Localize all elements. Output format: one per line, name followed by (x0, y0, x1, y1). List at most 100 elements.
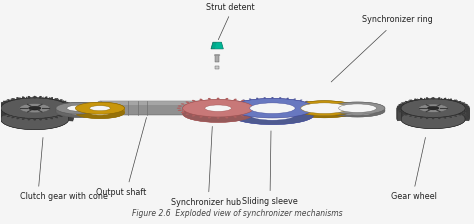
Ellipse shape (232, 102, 236, 104)
Ellipse shape (399, 111, 403, 112)
Polygon shape (75, 102, 125, 118)
Ellipse shape (192, 100, 195, 102)
Ellipse shape (67, 104, 72, 106)
Ellipse shape (182, 99, 254, 117)
Polygon shape (26, 97, 27, 109)
Ellipse shape (7, 115, 11, 117)
Ellipse shape (178, 105, 182, 107)
Ellipse shape (0, 104, 3, 106)
Ellipse shape (428, 106, 439, 110)
Ellipse shape (397, 106, 402, 107)
Ellipse shape (271, 97, 273, 99)
Ellipse shape (414, 116, 418, 118)
Polygon shape (404, 102, 407, 114)
Ellipse shape (448, 99, 452, 101)
Polygon shape (444, 98, 446, 110)
Ellipse shape (177, 108, 181, 109)
Ellipse shape (419, 104, 447, 112)
Ellipse shape (256, 98, 258, 99)
Polygon shape (182, 99, 254, 122)
Polygon shape (462, 104, 466, 115)
Ellipse shape (305, 101, 308, 102)
Ellipse shape (0, 109, 1, 111)
Ellipse shape (19, 103, 50, 113)
Ellipse shape (286, 98, 289, 99)
Ellipse shape (420, 98, 423, 100)
Polygon shape (411, 100, 414, 112)
Ellipse shape (75, 102, 125, 114)
Ellipse shape (17, 97, 20, 99)
Ellipse shape (401, 102, 406, 104)
Polygon shape (0, 110, 1, 121)
Polygon shape (455, 100, 458, 112)
Ellipse shape (397, 109, 402, 110)
Ellipse shape (54, 98, 58, 100)
Polygon shape (330, 102, 385, 117)
Ellipse shape (292, 103, 357, 118)
Ellipse shape (22, 96, 25, 99)
Ellipse shape (414, 99, 418, 101)
Ellipse shape (39, 118, 42, 121)
Polygon shape (215, 55, 219, 62)
Ellipse shape (461, 102, 465, 104)
Polygon shape (398, 106, 402, 117)
Ellipse shape (426, 117, 428, 119)
Polygon shape (69, 109, 73, 120)
Ellipse shape (310, 102, 312, 104)
Ellipse shape (241, 115, 244, 116)
Ellipse shape (243, 99, 245, 101)
Ellipse shape (457, 101, 462, 103)
Polygon shape (465, 107, 469, 118)
Ellipse shape (3, 114, 8, 116)
Ellipse shape (432, 97, 434, 99)
Ellipse shape (56, 106, 101, 117)
Ellipse shape (232, 113, 236, 114)
Ellipse shape (256, 117, 258, 119)
Ellipse shape (305, 114, 308, 116)
Ellipse shape (208, 116, 211, 118)
Polygon shape (29, 97, 30, 109)
Ellipse shape (243, 115, 245, 117)
Ellipse shape (67, 111, 72, 112)
Polygon shape (42, 97, 43, 109)
Ellipse shape (49, 97, 53, 99)
Ellipse shape (465, 109, 469, 110)
Ellipse shape (64, 102, 70, 104)
Polygon shape (20, 97, 21, 110)
Polygon shape (58, 100, 61, 112)
Ellipse shape (301, 105, 348, 116)
Polygon shape (397, 108, 401, 119)
Ellipse shape (229, 104, 232, 105)
Ellipse shape (39, 96, 42, 99)
Ellipse shape (463, 104, 468, 106)
Ellipse shape (7, 99, 11, 101)
Ellipse shape (249, 116, 252, 118)
Polygon shape (4, 101, 8, 113)
Ellipse shape (279, 118, 282, 119)
Polygon shape (6, 100, 9, 112)
Ellipse shape (237, 101, 240, 102)
Ellipse shape (28, 106, 41, 110)
Ellipse shape (312, 111, 316, 112)
Ellipse shape (75, 107, 125, 118)
Polygon shape (14, 98, 16, 111)
Ellipse shape (426, 97, 428, 100)
Polygon shape (397, 109, 401, 120)
Ellipse shape (300, 115, 302, 117)
Ellipse shape (17, 117, 20, 119)
Ellipse shape (90, 110, 110, 115)
Ellipse shape (45, 117, 47, 120)
Ellipse shape (0, 112, 5, 114)
Ellipse shape (293, 116, 296, 118)
Polygon shape (53, 98, 56, 111)
Ellipse shape (399, 104, 403, 106)
Polygon shape (421, 98, 422, 110)
Ellipse shape (182, 105, 254, 122)
Ellipse shape (62, 114, 67, 116)
Ellipse shape (227, 110, 230, 111)
Polygon shape (459, 102, 463, 114)
Text: Output shaft: Output shaft (96, 188, 146, 197)
Polygon shape (211, 42, 223, 49)
Ellipse shape (58, 99, 63, 101)
Ellipse shape (0, 108, 1, 109)
